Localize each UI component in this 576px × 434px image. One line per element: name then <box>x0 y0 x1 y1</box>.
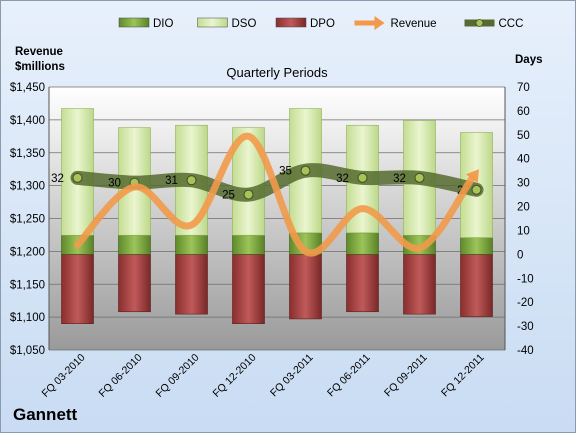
bar-dpo <box>175 254 208 315</box>
legend-label: DSO <box>232 18 257 30</box>
revenue-line <box>74 132 476 257</box>
right-tick-label: -10 <box>517 273 534 285</box>
bar-dpo <box>61 254 94 324</box>
ccc-point <box>243 189 254 200</box>
bar-dio <box>118 234 151 255</box>
ccc-point <box>471 184 482 195</box>
ccc-data-label: 30 <box>108 178 121 190</box>
legend-label: DIO <box>153 18 174 30</box>
x-tick-label: FQ 09-2011 <box>382 352 430 400</box>
bar-dpo <box>289 254 322 320</box>
legend-arrow-revenue <box>374 16 385 30</box>
company-name: Gannett <box>13 405 78 424</box>
ccc-point <box>300 165 311 176</box>
x-tick-label: FQ 12-2011 <box>439 352 487 400</box>
left-tick-label: $1,100 <box>10 312 45 324</box>
x-tick-label: FQ 09-2010 <box>154 352 202 400</box>
x-tick-label: FQ 12-2010 <box>211 352 259 400</box>
bar-dio <box>232 234 265 255</box>
ccc-data-label: 32 <box>393 173 406 185</box>
right-tick-label: 20 <box>517 202 530 214</box>
bar-dpo <box>403 254 436 315</box>
right-tick-label: 30 <box>517 178 530 190</box>
right-tick-label: -20 <box>517 297 534 309</box>
right-tick-label: 60 <box>517 106 530 118</box>
legend-label: Revenue <box>391 18 437 30</box>
x-tick-label: FQ 06-2011 <box>325 352 373 400</box>
x-tick-label: FQ 06-2010 <box>97 352 145 400</box>
x-tick-label: FQ 03-2011 <box>268 352 316 400</box>
right-tick-label: 70 <box>517 82 530 94</box>
right-tick-label: 40 <box>517 154 530 166</box>
ccc-point <box>414 172 425 183</box>
bar-dio <box>460 237 493 255</box>
revenue-arrowhead <box>465 169 479 184</box>
ccc-point <box>72 172 83 183</box>
bar-dpo <box>346 254 379 313</box>
ccc-data-label: 25 <box>222 190 235 202</box>
legend: DIO DSO DPO Revenue CCC <box>118 16 524 30</box>
right-tick-label: 10 <box>517 225 530 237</box>
left-tick-label: $1,300 <box>10 181 45 193</box>
right-axis-title: Days <box>515 54 543 66</box>
left-axis-title: Revenue <box>15 46 63 58</box>
left-tick-label: $1,150 <box>10 279 45 291</box>
right-tick-label: 50 <box>517 130 530 142</box>
bar-dpo <box>460 254 493 317</box>
ccc-point <box>186 175 197 186</box>
bar-dpo <box>118 254 151 313</box>
ccc-data-label: 32 <box>51 173 64 185</box>
legend-label: DPO <box>310 18 335 30</box>
ccc-data-label: 31 <box>165 175 178 187</box>
right-tick-label: 0 <box>517 249 523 261</box>
legend-label: CCC <box>499 18 524 30</box>
left-tick-label: $1,200 <box>10 246 45 258</box>
ccc-point <box>357 172 368 183</box>
left-tick-label: $1,350 <box>10 148 45 160</box>
chart-title: Quarterly Periods <box>226 65 328 80</box>
left-tick-label: $1,250 <box>10 214 45 226</box>
legend-marker-ccc <box>475 19 484 27</box>
left-axis-title: $millions <box>15 61 65 73</box>
bar-dio <box>175 234 208 255</box>
right-tick-label: -30 <box>517 321 534 333</box>
x-tick-label: FQ 03-2010 <box>40 352 88 400</box>
legend-swatch-dio <box>118 17 150 28</box>
ccc-data-label: 32 <box>336 173 349 185</box>
legend-swatch-dpo <box>275 17 307 28</box>
bar-dpo <box>232 254 265 324</box>
legend-swatch-dso <box>197 17 228 28</box>
ccc-data-label: 35 <box>279 166 292 178</box>
left-tick-label: $1,450 <box>10 82 45 94</box>
bar-dio <box>346 232 379 255</box>
right-tick-label: -40 <box>517 345 534 357</box>
left-tick-label: $1,400 <box>10 115 45 127</box>
left-tick-label: $1,050 <box>10 345 45 357</box>
